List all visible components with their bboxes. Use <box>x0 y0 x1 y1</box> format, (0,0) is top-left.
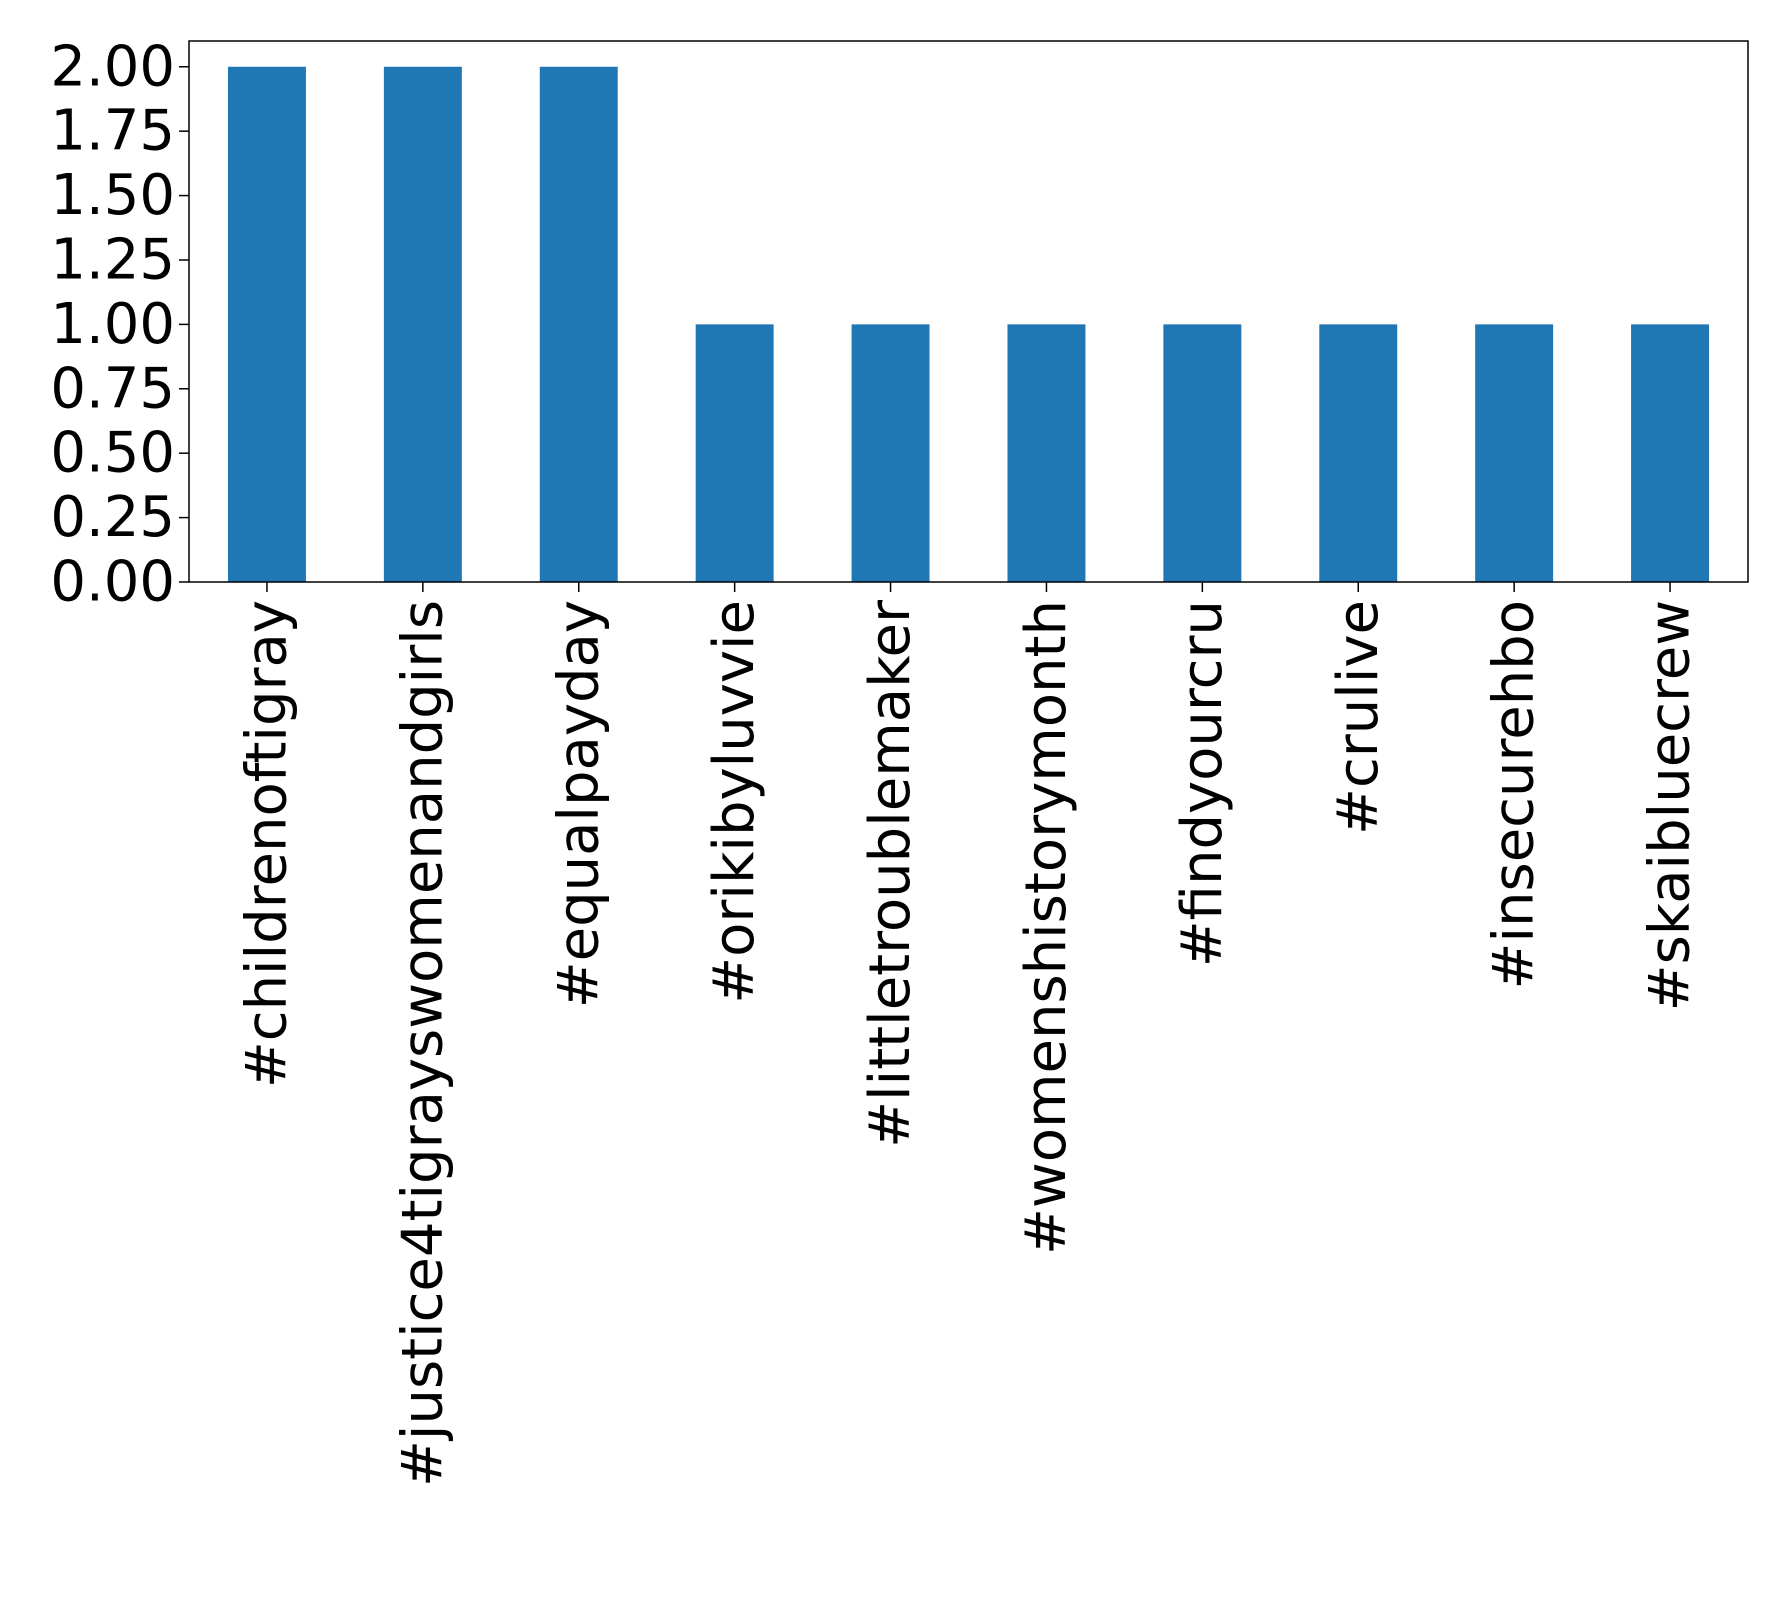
x-tick-label: #skaibluecrew <box>1638 600 1703 1011</box>
y-tick-label: 0.25 <box>50 485 175 550</box>
x-tick-label: #findyourcru <box>1170 600 1235 967</box>
x-tick-label: #littletroublemaker <box>858 599 923 1148</box>
x-tick-label: #womenshistorymonth <box>1014 600 1079 1255</box>
bar-equalpayday <box>539 66 618 582</box>
x-tick-label: #justice4tigrayswomenandgirls <box>390 600 455 1487</box>
y-tick-label: 0.00 <box>50 550 175 615</box>
y-tick-label: 0.50 <box>50 421 175 486</box>
y-axis: 0.000.250.500.751.001.251.501.752.00 <box>50 34 189 615</box>
x-tick-label: #equalpayday <box>546 600 611 1008</box>
x-axis: #childrenoftigray #justice4tigrayswomenan… <box>234 582 1703 1487</box>
x-tick-label: #insecurehbo <box>1482 600 1547 989</box>
bar-childrenoftigray <box>227 66 306 582</box>
x-tick-label: #crulive <box>1326 600 1391 835</box>
bar-skaibluecrew <box>1631 324 1710 582</box>
y-tick-label: 1.50 <box>50 163 175 228</box>
y-tick-label: 2.00 <box>50 34 175 99</box>
x-tick-label: #childrenoftigray <box>234 600 299 1088</box>
y-tick-label: 0.75 <box>50 356 175 421</box>
y-tick-label: 1.25 <box>50 227 175 292</box>
bar-crulive <box>1319 324 1398 582</box>
bar-womenshistorymonth <box>1007 324 1086 582</box>
bar-findyourcru <box>1163 324 1242 582</box>
bar-justice4tigrayswomenandgirls <box>383 66 462 582</box>
y-tick-label: 1.75 <box>50 99 175 164</box>
bar-orikibyluvvie <box>695 324 774 582</box>
plot-frame <box>188 40 1749 583</box>
bar-insecurehbo <box>1475 324 1554 582</box>
bars-layer <box>227 66 1710 582</box>
bar-littletroublemaker <box>851 324 930 582</box>
y-tick-label: 1.00 <box>50 292 175 357</box>
x-tick-label: #orikibyluvvie <box>702 600 767 1004</box>
